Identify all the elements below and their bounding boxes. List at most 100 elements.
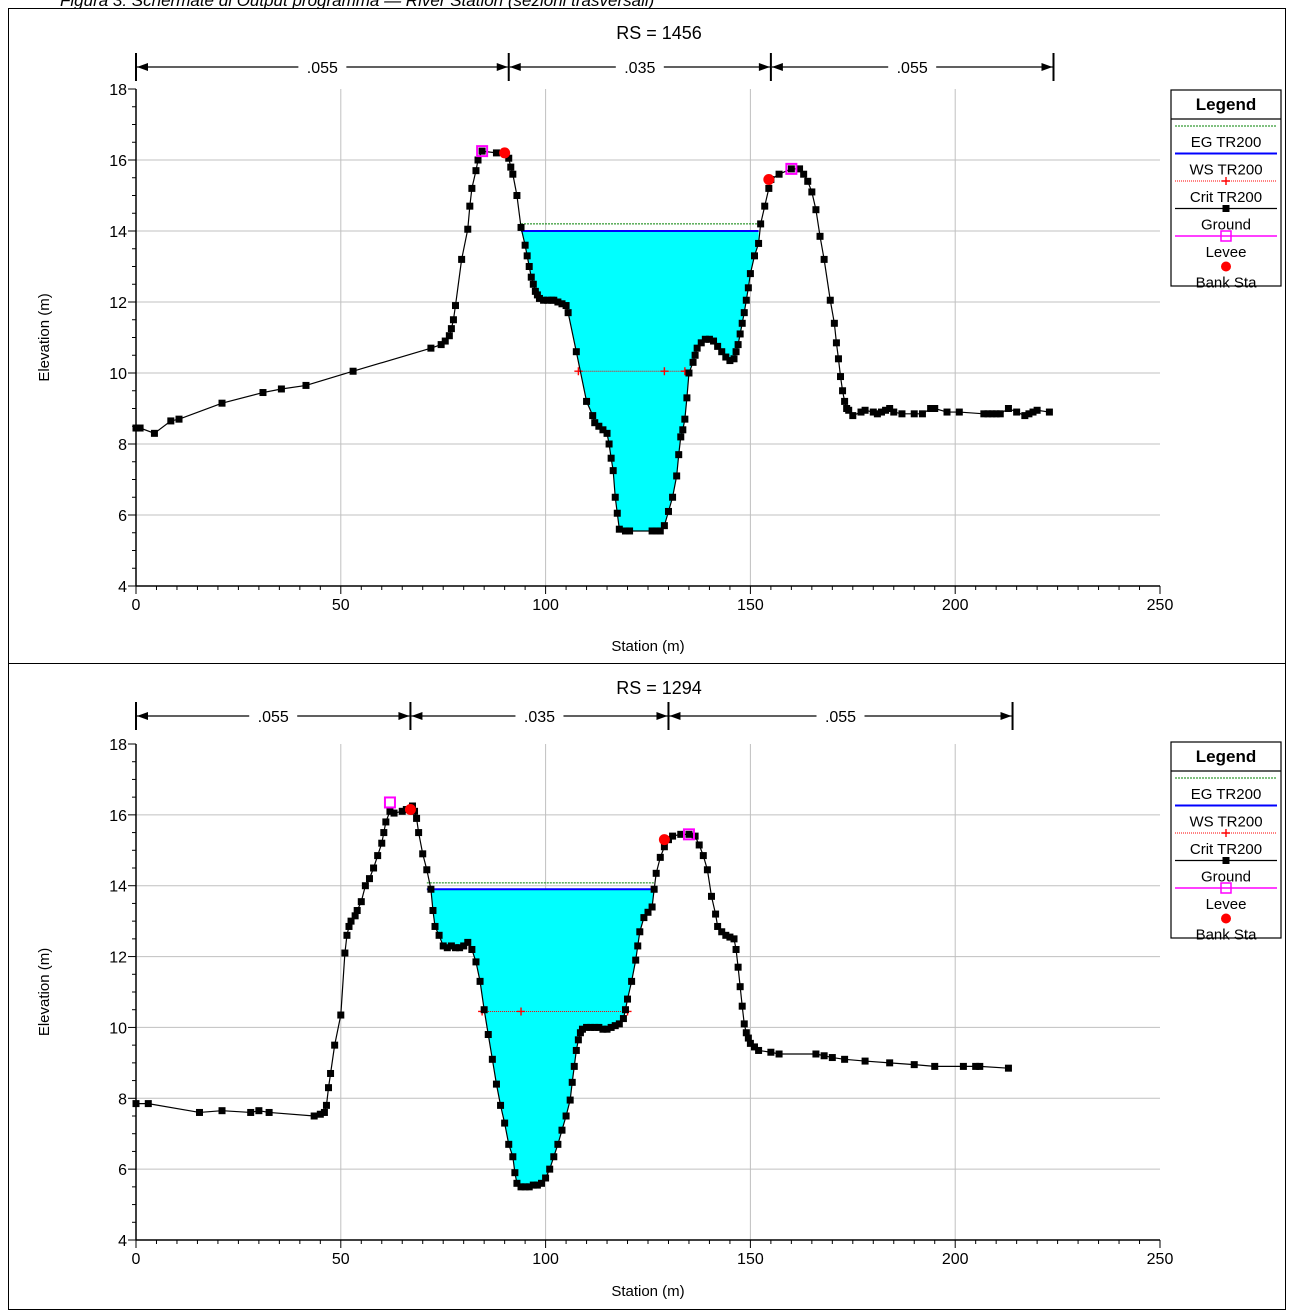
- ground-point: [640, 914, 648, 922]
- ground-point: [890, 408, 898, 416]
- manning-arrowhead: [1000, 712, 1012, 720]
- ground-point: [691, 351, 699, 359]
- ground-point: [734, 963, 742, 971]
- ground-point: [738, 1002, 746, 1010]
- ground-point: [624, 995, 632, 1003]
- ground-point: [509, 170, 517, 178]
- ground-point: [787, 165, 795, 173]
- ground-point: [656, 853, 664, 861]
- ground-point: [472, 958, 480, 966]
- ground-point: [468, 184, 476, 192]
- ground-point: [744, 284, 752, 292]
- cross-section-panel-1: 4 6 8 10 12 14 16 18 0 50 100 150 200 250 RS = 1456 Sta…: [8, 8, 1286, 664]
- ground-point: [712, 910, 720, 918]
- ground-point: [544, 296, 552, 304]
- ground-point: [554, 1140, 562, 1148]
- chart-title: RS = 1456: [616, 23, 702, 43]
- manning-value: .055: [258, 709, 289, 726]
- ground-point: [755, 239, 763, 247]
- ground-point: [683, 394, 691, 402]
- ground-point: [478, 147, 486, 155]
- bank-station-marker: [404, 804, 416, 816]
- ground-point: [1004, 1064, 1012, 1072]
- ground-point: [650, 885, 658, 893]
- ground-point: [740, 309, 748, 317]
- ground-point: [451, 944, 459, 952]
- manning-value: .055: [307, 60, 338, 77]
- x-tick-label: 100: [532, 597, 559, 614]
- y-tick-label: 8: [118, 1091, 127, 1108]
- x-tick-label: 0: [132, 1251, 141, 1268]
- ground-point: [718, 928, 726, 936]
- y-tick-label: 10: [109, 1020, 127, 1037]
- ground-point: [591, 419, 599, 427]
- ground-point: [265, 1108, 273, 1116]
- ground-point: [320, 1108, 328, 1116]
- ground-point: [685, 369, 693, 377]
- manning-value: .055: [825, 709, 856, 726]
- ground-point: [615, 1020, 623, 1028]
- ground-point: [144, 1100, 152, 1108]
- ground-point: [435, 931, 443, 939]
- x-tick-label: 200: [942, 1251, 969, 1268]
- ground-point: [699, 852, 707, 860]
- ground-point: [826, 296, 834, 304]
- ground-point: [218, 1107, 226, 1115]
- ground-point: [1021, 412, 1029, 420]
- ground-point: [820, 255, 828, 263]
- ground-point: [351, 912, 359, 920]
- water-area: [521, 231, 759, 531]
- ground-point: [755, 1046, 763, 1054]
- ground-point: [701, 335, 709, 343]
- ground-point: [587, 1023, 595, 1031]
- legend: Legend EG TR200 WS TR200 Crit TR200 Ground Le…: [1170, 89, 1282, 292]
- ground-point: [689, 358, 697, 366]
- ground-point: [380, 829, 388, 837]
- ground-point: [517, 223, 525, 231]
- ground-point: [150, 429, 158, 437]
- ground-point: [247, 1108, 255, 1116]
- ground-point: [677, 433, 685, 441]
- y-tick-label: 4: [118, 579, 127, 596]
- ground-point: [722, 931, 730, 939]
- y-axis-label: Elevation (m): [36, 948, 53, 1036]
- ground-point: [812, 206, 820, 214]
- ground-point: [603, 1025, 611, 1033]
- ground-point: [681, 415, 689, 423]
- ground-point: [644, 908, 652, 916]
- legend-label: Levee: [1206, 896, 1247, 913]
- ground-point: [669, 832, 677, 840]
- ground-point: [529, 1181, 537, 1189]
- manning-arrowhead: [509, 63, 521, 71]
- ground-point: [841, 397, 849, 405]
- ground-point: [841, 1055, 849, 1063]
- y-tick-label: 16: [109, 153, 127, 170]
- ground-point: [732, 945, 740, 953]
- ground-point: [955, 408, 963, 416]
- manning-arrowhead: [758, 63, 770, 71]
- ground-point: [525, 263, 533, 270]
- ground-point: [857, 408, 865, 416]
- ground-point: [445, 332, 453, 340]
- manning-arrowhead: [496, 63, 508, 71]
- ground-point: [558, 1126, 566, 1134]
- ground-point: [484, 1031, 492, 1039]
- y-tick-label: 16: [109, 808, 127, 825]
- ground-point: [423, 866, 431, 874]
- legend-label: Bank Sta: [1196, 927, 1258, 944]
- ground-point: [746, 270, 754, 278]
- ground-point: [570, 1062, 578, 1070]
- ground-point: [1045, 408, 1053, 416]
- ground-point: [492, 149, 500, 157]
- ground-point: [521, 1183, 529, 1191]
- ground-point: [277, 385, 285, 393]
- ground-point: [648, 903, 656, 911]
- ground-point: [615, 525, 623, 533]
- legend-swatch-crit-mark: [1222, 829, 1230, 837]
- ground-point: [419, 850, 427, 858]
- x-tick-label: 50: [332, 597, 350, 614]
- ground-point: [427, 885, 435, 893]
- x-tick-label: 250: [1147, 1251, 1174, 1268]
- ground-point: [513, 192, 521, 199]
- manning-arrowhead: [137, 63, 148, 71]
